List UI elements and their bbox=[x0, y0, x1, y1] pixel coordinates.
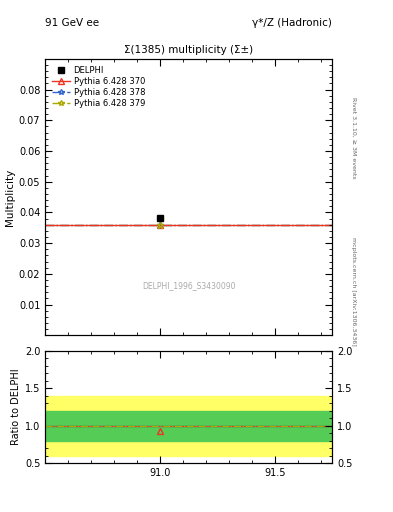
Text: 91 GeV ee: 91 GeV ee bbox=[45, 18, 99, 28]
Y-axis label: Multiplicity: Multiplicity bbox=[5, 168, 15, 226]
Bar bbox=[45, 396, 332, 456]
Bar bbox=[45, 411, 332, 441]
Title: Σ(1385) multiplicity (Σ±): Σ(1385) multiplicity (Σ±) bbox=[124, 46, 253, 55]
Legend: DELPHI, Pythia 6.428 370, Pythia 6.428 378, Pythia 6.428 379: DELPHI, Pythia 6.428 370, Pythia 6.428 3… bbox=[50, 63, 147, 110]
Y-axis label: Ratio to DELPHI: Ratio to DELPHI bbox=[11, 369, 21, 445]
Text: γ*/Z (Hadronic): γ*/Z (Hadronic) bbox=[252, 18, 332, 28]
Text: mcplots.cern.ch [arXiv:1306.3436]: mcplots.cern.ch [arXiv:1306.3436] bbox=[351, 238, 356, 346]
Text: Rivet 3.1.10, ≥ 3M events: Rivet 3.1.10, ≥ 3M events bbox=[351, 97, 356, 179]
Text: DELPHI_1996_S3430090: DELPHI_1996_S3430090 bbox=[142, 281, 235, 290]
